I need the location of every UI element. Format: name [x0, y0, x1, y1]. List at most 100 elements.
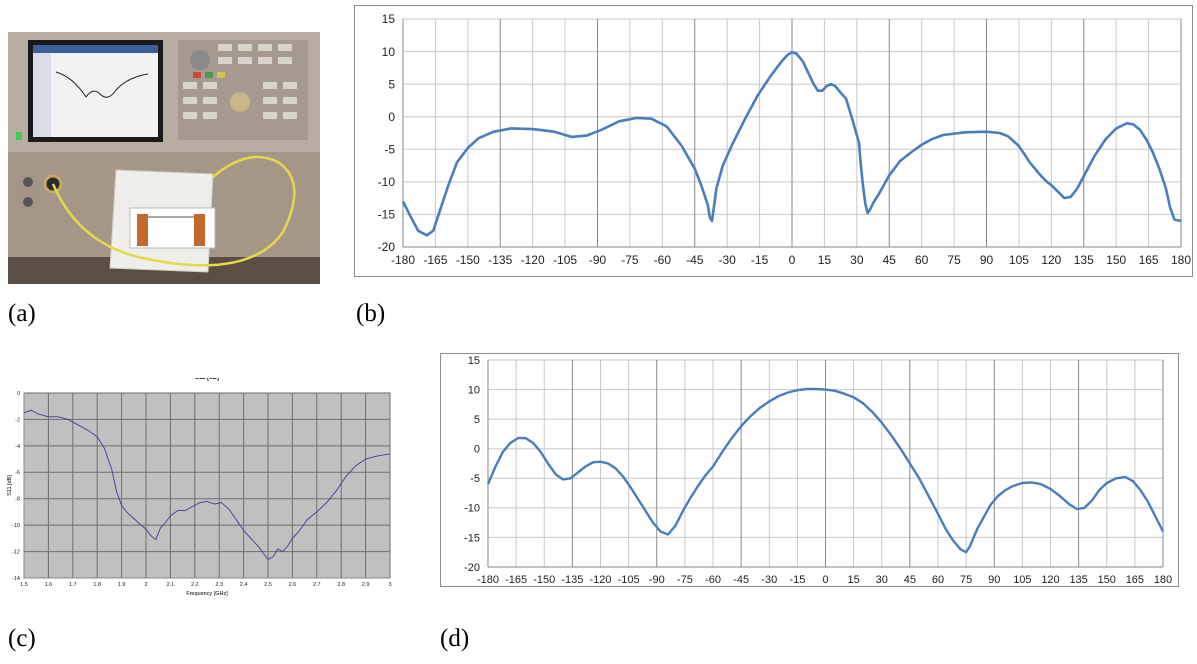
data-point — [487, 484, 488, 485]
data-point — [184, 510, 185, 511]
data-point — [973, 537, 974, 538]
data-point — [791, 52, 792, 53]
data-point — [1008, 136, 1009, 137]
chart-title: S11 [dB] — [195, 378, 219, 381]
y-tick-label: 10 — [382, 45, 396, 59]
data-point — [478, 138, 479, 139]
data-point — [258, 546, 259, 547]
data-point — [667, 534, 668, 535]
x-tick-label: 60 — [932, 574, 944, 586]
data-point — [1051, 185, 1052, 186]
data-point — [1084, 507, 1085, 508]
data-point — [495, 466, 496, 467]
data-point — [750, 416, 751, 417]
data-point — [292, 538, 293, 539]
data-point — [817, 90, 818, 91]
data-point — [964, 132, 965, 133]
data-point — [806, 388, 807, 389]
data-point — [433, 230, 434, 231]
data-point — [600, 461, 601, 462]
data-point — [1012, 485, 1013, 486]
data-point — [770, 76, 771, 77]
data-point — [31, 410, 32, 411]
x-tick-label: 1.9 — [118, 582, 126, 588]
data-point — [969, 546, 970, 547]
data-point — [1139, 129, 1140, 130]
data-point — [1057, 191, 1058, 192]
data-point — [1070, 196, 1071, 197]
y-tick-label: -10 — [12, 523, 20, 529]
x-tick-label: 3 — [388, 582, 391, 588]
data-point — [960, 549, 961, 550]
chart-panel-b: 15 10 5 0 -5 -10 -15 -20 -180 -165 -150 -135 -120 -10… — [354, 5, 1193, 277]
data-point — [841, 93, 842, 94]
data-point — [711, 220, 712, 221]
data-point — [697, 485, 698, 486]
x-tick-label: 30 — [850, 253, 864, 267]
data-point — [1125, 477, 1126, 478]
data-point — [997, 495, 998, 496]
data-point — [630, 487, 631, 488]
data-point — [826, 86, 827, 87]
data-point — [402, 201, 403, 202]
data-point — [928, 495, 929, 496]
y-tick-label: 10 — [468, 384, 480, 396]
data-point — [1105, 139, 1106, 140]
data-point — [701, 185, 702, 186]
data-point — [945, 528, 946, 529]
data-point — [355, 465, 356, 466]
data-point — [104, 448, 105, 449]
data-point — [759, 407, 760, 408]
data-point — [199, 502, 200, 503]
data-point — [862, 403, 863, 404]
data-point — [467, 147, 468, 148]
x-tick-label: -180 — [477, 574, 499, 586]
y-tick-label: 0 — [388, 110, 395, 124]
data-point — [607, 463, 608, 464]
data-point — [1085, 172, 1086, 173]
caption-d: (d) — [440, 625, 470, 652]
x-tick-label: -120 — [521, 253, 545, 267]
data-point — [844, 393, 845, 394]
data-point — [1094, 155, 1095, 156]
data-point — [426, 235, 427, 236]
data-point — [919, 478, 920, 479]
x-tick-label: -105 — [553, 253, 577, 267]
data-point — [1077, 188, 1078, 189]
data-point — [306, 519, 307, 520]
x-tick-label: 75 — [960, 574, 972, 586]
x-tick-label: 2 — [144, 582, 147, 588]
data-point — [326, 502, 327, 503]
data-point — [502, 451, 503, 452]
data-point — [1029, 162, 1030, 163]
data-point — [165, 522, 166, 523]
series-line — [23, 409, 391, 560]
data-point — [1170, 207, 1171, 208]
data-point — [554, 131, 555, 132]
data-point — [48, 416, 49, 417]
data-point — [781, 61, 782, 62]
y-tick-label: -10 — [464, 503, 480, 515]
data-point — [731, 145, 732, 146]
x-tick-label: 1.8 — [93, 582, 101, 588]
data-point — [652, 522, 653, 523]
data-point — [1155, 516, 1156, 517]
data-point — [682, 510, 683, 511]
data-point — [852, 119, 853, 120]
data-point — [982, 518, 983, 519]
y-tick-label: -20 — [378, 240, 396, 254]
data-point — [236, 519, 237, 520]
data-point — [1116, 478, 1117, 479]
data-point — [389, 453, 390, 454]
data-point — [601, 129, 602, 130]
x-tick-label: -60 — [654, 253, 672, 267]
x-tick-label: 0 — [822, 574, 828, 586]
y-tick-label: -2 — [15, 417, 20, 423]
x-tick-label: 2.9 — [362, 582, 370, 588]
x-tick-label: 2.6 — [289, 582, 297, 588]
x-tick-label: -45 — [686, 253, 704, 267]
x-tick-label: 2.4 — [240, 582, 248, 588]
data-point — [910, 152, 911, 153]
data-point — [510, 442, 511, 443]
data-point — [712, 466, 713, 467]
